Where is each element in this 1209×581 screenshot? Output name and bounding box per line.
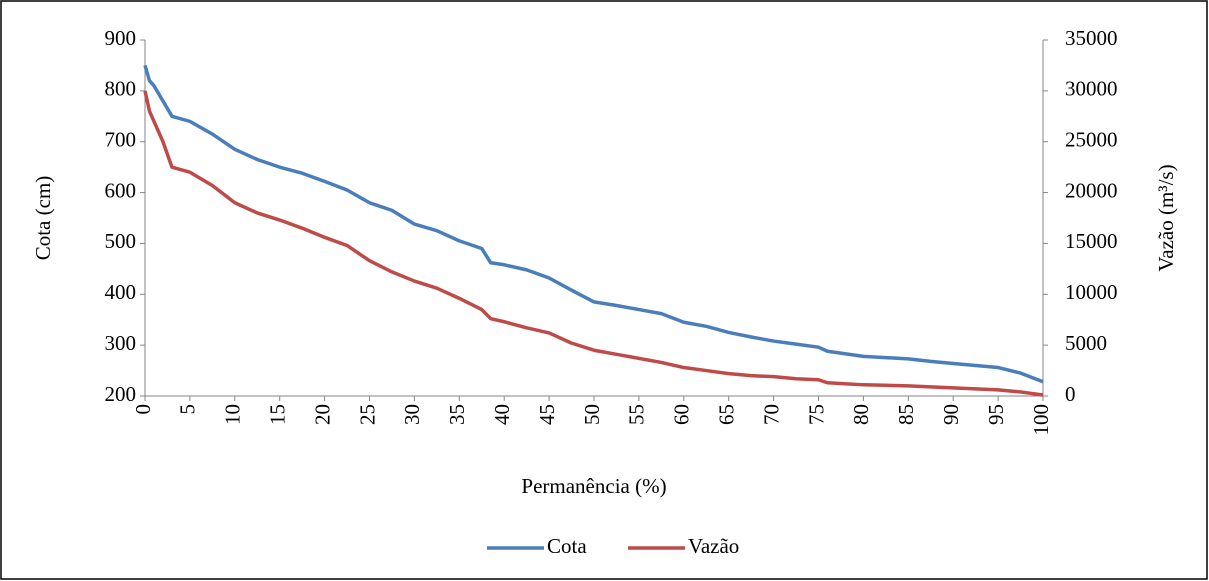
- y-tick-label: 400: [105, 280, 137, 304]
- x-tick-label: 85: [894, 404, 918, 425]
- x-tick-label: 90: [939, 404, 963, 425]
- x-tick-label: 5: [176, 404, 200, 415]
- y-tick-label: 200: [105, 382, 137, 406]
- y-axis-title: Cota (cm): [31, 176, 55, 261]
- legend-label: Cota: [547, 534, 587, 558]
- x-tick-label: 0: [131, 404, 155, 415]
- x-tick-label: 25: [355, 404, 379, 425]
- y2-axis-title: Vazão (m³/s): [1154, 164, 1178, 271]
- x-tick-label: 45: [535, 404, 559, 425]
- y2-tick-label: 20000: [1065, 178, 1118, 202]
- x-tick-label: 30: [400, 404, 424, 425]
- x-tick-label: 95: [984, 404, 1008, 425]
- x-tick-label: 50: [580, 404, 604, 425]
- y2-tick-label: 35000: [1065, 26, 1118, 50]
- y2-tick-label: 10000: [1065, 280, 1118, 304]
- series-line: [143, 90, 1044, 397]
- y-tick-label: 900: [105, 26, 137, 50]
- x-tick-label: 10: [221, 404, 245, 425]
- series-line: [143, 64, 1044, 384]
- x-tick-label: 20: [310, 404, 334, 425]
- y2-tick-label: 5000: [1065, 331, 1107, 355]
- y-tick-label: 300: [105, 331, 137, 355]
- x-tick-label: 40: [490, 404, 514, 425]
- x-axis-title: Permanência (%): [521, 474, 666, 498]
- y2-tick-label: 25000: [1065, 128, 1118, 152]
- x-tick-label: 35: [445, 404, 469, 425]
- y-tick-label: 500: [105, 229, 137, 253]
- legend-label: Vazão: [688, 534, 739, 558]
- y2-tick-label: 30000: [1065, 77, 1118, 101]
- x-tick-label: 80: [849, 404, 873, 425]
- y-tick-label: 700: [105, 128, 137, 152]
- x-tick-label: 70: [759, 404, 783, 425]
- y-tick-label: 800: [105, 77, 137, 101]
- x-tick-label: 55: [625, 404, 649, 425]
- y2-tick-label: 0: [1065, 382, 1076, 406]
- x-tick-label: 100: [1029, 404, 1053, 436]
- y-tick-label: 600: [105, 178, 137, 202]
- y2-tick-label: 15000: [1065, 229, 1118, 253]
- x-tick-label: 75: [804, 404, 828, 425]
- x-tick-label: 65: [715, 404, 739, 425]
- x-tick-label: 60: [670, 404, 694, 425]
- x-tick-label: 15: [266, 404, 290, 425]
